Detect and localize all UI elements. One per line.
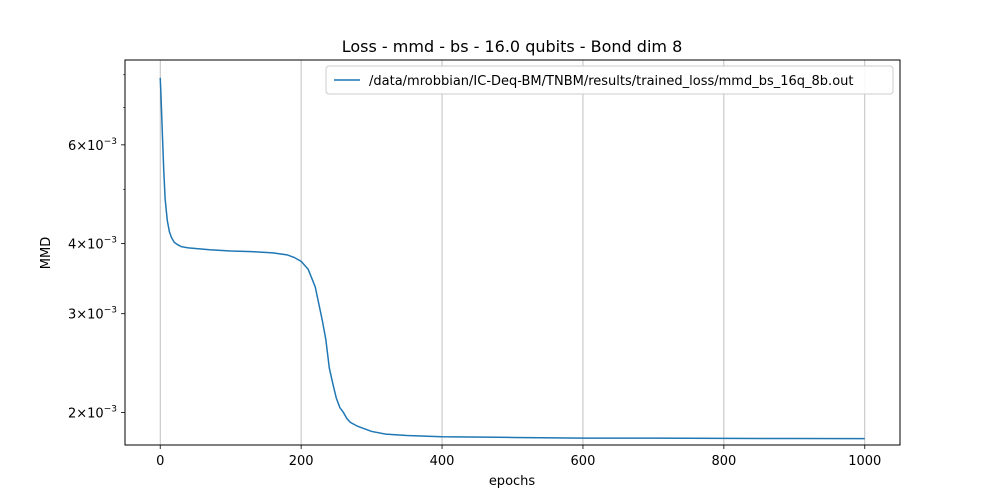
x-tick-label: 200 xyxy=(289,454,314,469)
x-tick-label: 800 xyxy=(711,454,736,469)
series-line xyxy=(159,77,865,440)
x-tick-label: 600 xyxy=(571,454,596,469)
chart-title: Loss - mmd - bs - 16.0 qubits - Bond dim… xyxy=(342,37,683,56)
x-axis-label: epochs xyxy=(489,474,536,489)
y-axis-label: MMD xyxy=(39,237,54,269)
legend: /data/mrobbian/IC-Deq-BM/TNBM/results/tr… xyxy=(325,65,894,95)
y-tick-label: 3×10−3 xyxy=(68,306,117,323)
x-tick-label: 0 xyxy=(156,454,164,469)
legend-box xyxy=(325,65,894,95)
x-tick-label: 400 xyxy=(430,454,455,469)
x-axis: 0 200 400 600 800 1000 xyxy=(156,445,881,469)
y-axis: 2×10−3 3×10−3 4×10−3 6×10−3 xyxy=(68,74,125,421)
plot-frame xyxy=(124,59,901,446)
x-grid xyxy=(159,60,866,445)
y-tick-label: 6×10−3 xyxy=(68,137,117,154)
y-tick-label: 4×10−3 xyxy=(68,236,117,253)
legend-label: /data/mrobbian/IC-Deq-BM/TNBM/results/tr… xyxy=(369,74,853,89)
x-tick-label: 1000 xyxy=(848,454,881,469)
y-tick-label: 2×10−3 xyxy=(68,404,117,421)
